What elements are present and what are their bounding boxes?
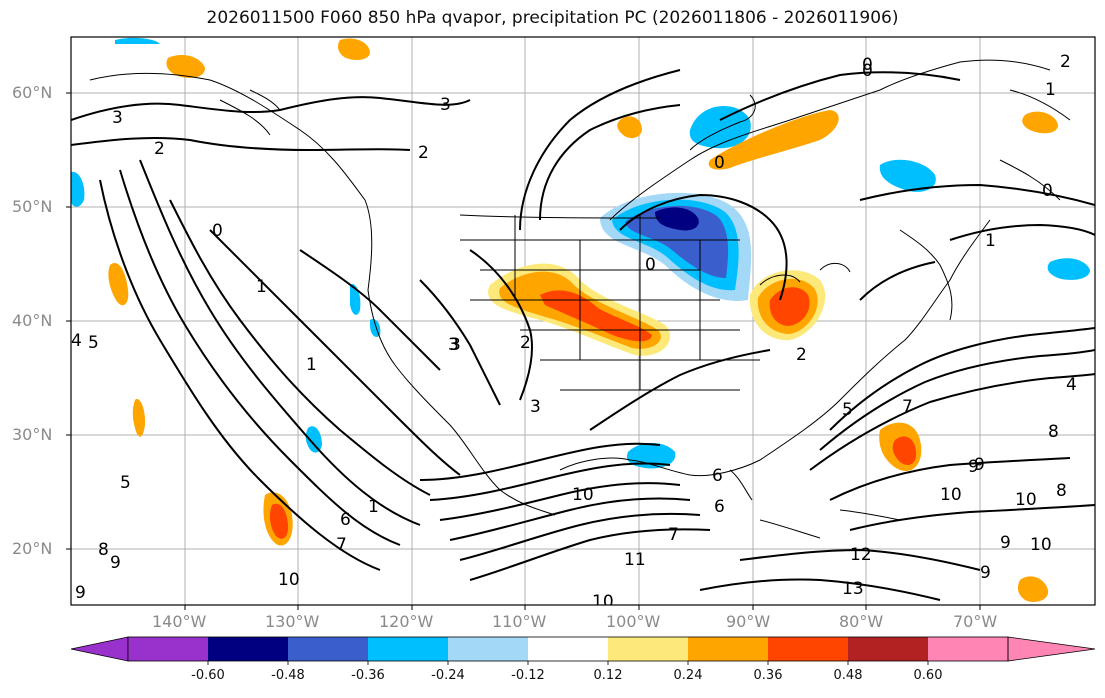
contour-label: 1 (368, 497, 379, 517)
colorbar-label: -0.36 (351, 668, 385, 683)
contour-label: 10 (1030, 535, 1052, 555)
coastlines (89, 59, 1071, 539)
contour-label: 1 (256, 277, 267, 297)
contour-label: 9 (980, 563, 991, 583)
contour-label: 12 (850, 545, 872, 565)
colorbar (70, 636, 1096, 665)
contour-label: 0 (714, 153, 725, 173)
contour-label: 11 (624, 550, 646, 570)
contour-label: 6 (714, 497, 725, 517)
contour-label: 10 (278, 570, 300, 590)
colorbar-label: 0.24 (673, 668, 703, 683)
lon-label: 70°W (953, 612, 998, 631)
contour-label: 4 (71, 331, 82, 351)
qvapor-contours (71, 69, 1095, 601)
lon-label: 80°W (839, 612, 884, 631)
contour-label: 5 (120, 473, 131, 493)
colorbar-label: -0.12 (511, 668, 545, 683)
contour-label: 0 (862, 61, 873, 81)
contour-label: 0 (645, 255, 656, 275)
contour-label: 7 (668, 525, 679, 545)
contour-label: 0 (212, 221, 223, 241)
contour-label: 6 (340, 510, 351, 530)
lon-label: 100°W (606, 612, 661, 631)
contour-label: 3 (450, 335, 461, 355)
contour-label: 10 (1015, 490, 1037, 510)
contour-label: 5 (842, 400, 853, 420)
contour-label: 2 (796, 345, 807, 365)
lat-label: 50°N (12, 197, 53, 216)
contour-label: 2 (1060, 52, 1071, 72)
colorbar-label: 0.12 (593, 668, 623, 683)
contour-label: 9 (75, 583, 86, 603)
contour-label: 3 (448, 335, 459, 355)
contour-label: 10 (592, 592, 614, 612)
lon-label: 140°W (152, 612, 207, 631)
colorbar-label: 0.36 (753, 668, 783, 683)
contour-label: 4 (1066, 375, 1077, 395)
contour-label: 5 (88, 333, 99, 353)
contour-label: 3 (112, 108, 123, 128)
lat-label: 30°N (12, 425, 53, 444)
contour-labels: 3 2 3 2 1 0 0 1 2 3 3 4 5 5 6 7 8 9 9 10… (71, 52, 1077, 612)
colorbar-label: -0.48 (271, 668, 305, 683)
contour-label: 9 (974, 455, 985, 475)
contour-label: 1 (306, 355, 317, 375)
contour-label: 3 (530, 397, 541, 417)
contour-label: 2 (418, 143, 429, 163)
colorbar-label: 0.60 (913, 668, 943, 683)
lat-label: 60°N (12, 83, 53, 102)
lon-label: 130°W (265, 612, 320, 631)
colorbar-label: -0.60 (191, 668, 225, 683)
contour-label: 7 (902, 397, 913, 417)
contour-label: 13 (842, 579, 864, 599)
lat-label: 40°N (12, 311, 53, 330)
contour-label: 9 (968, 457, 979, 477)
contour-label: 9 (1000, 533, 1011, 553)
contour-label: 10 (572, 485, 594, 505)
contour-label: 10 (940, 485, 962, 505)
contour-label: 8 (1048, 422, 1059, 442)
contour-label: 0 (1042, 181, 1053, 201)
contour-label: 3 (440, 95, 451, 115)
contour-label: 1 (1045, 80, 1056, 100)
colorbar-label: 0.48 (833, 668, 863, 683)
lon-label: 120°W (379, 612, 434, 631)
contour-label: 0 (862, 55, 873, 75)
contour-label: 2 (154, 139, 165, 159)
lon-label: 90°W (726, 612, 771, 631)
lon-label: 110°W (492, 612, 547, 631)
contour-label: 2 (520, 333, 531, 353)
contour-label: 8 (1056, 481, 1067, 501)
lat-label: 20°N (12, 539, 53, 558)
contour-label: 8 (98, 540, 109, 560)
contour-label: 9 (110, 553, 121, 573)
contour-label: 6 (712, 466, 723, 486)
axis-ticks (66, 92, 981, 610)
contour-label: 7 (336, 535, 347, 555)
colorbar-label: -0.24 (431, 668, 465, 683)
contour-label: 1 (985, 231, 996, 251)
figure-title: 2026011500 F060 850 hPa qvapor, precipit… (206, 8, 899, 28)
